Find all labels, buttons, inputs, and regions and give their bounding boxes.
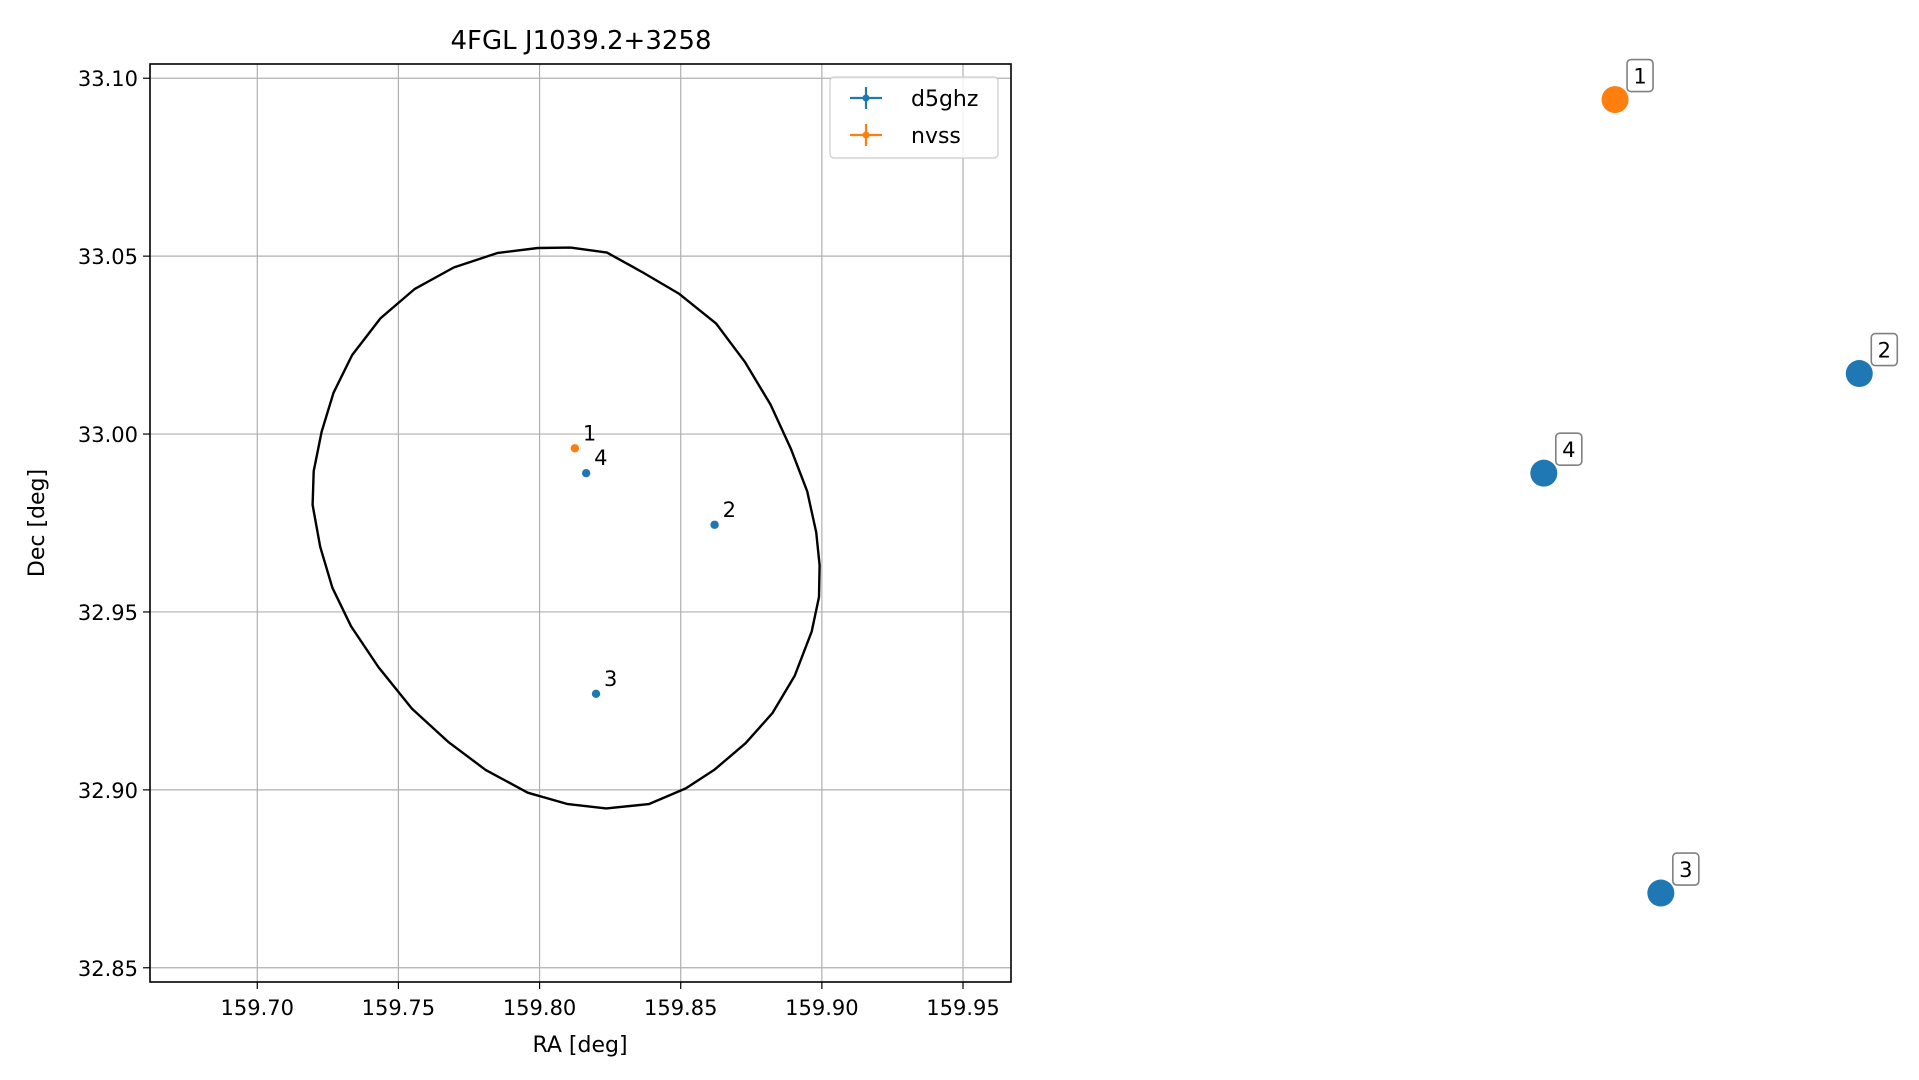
- labeled-point-d5ghz: [1647, 879, 1675, 907]
- x-tick-label: 159.80: [503, 996, 576, 1020]
- data-points: 2 3 41: [570, 421, 736, 698]
- y-tick-label: 32.90: [78, 779, 138, 803]
- point-label: 3: [1679, 858, 1692, 882]
- data-point-d5ghz: [591, 689, 601, 698]
- legend-label-d5ghz: d5ghz: [911, 87, 978, 112]
- chart-title: 4FGL J1039.2+3258: [451, 26, 712, 56]
- x-tick-label: 159.75: [362, 996, 435, 1020]
- plot-frame: [149, 63, 1012, 983]
- labeled-point-d5ghz: [1530, 459, 1558, 487]
- right-plot: 2 3 4 1: [1530, 58, 1899, 907]
- y-tick-label: 32.95: [78, 601, 138, 625]
- data-point-label: 3: [604, 667, 617, 691]
- legend: d5ghz nvss: [829, 76, 999, 159]
- y-axis-ticks: 32.85 32.90 32.95 33.00 33.05 33.10: [78, 67, 150, 981]
- x-tick-label: 159.95: [926, 996, 999, 1020]
- left-plot: 4FGL J1039.2+3258 2 3 41 159.70 159.75 159.8…: [25, 26, 1012, 1058]
- point-label: 4: [1562, 438, 1575, 462]
- data-point-label: 2: [723, 498, 736, 522]
- y-tick-label: 33.00: [78, 423, 138, 447]
- labeled-points: 2 3 4 1: [1530, 58, 1899, 907]
- data-point-d5ghz: [581, 468, 591, 478]
- data-point-d5ghz: [710, 520, 719, 529]
- point-label-box: [1555, 432, 1583, 466]
- grid-lines: [150, 64, 1011, 982]
- y-tick-label: 33.10: [78, 67, 138, 91]
- point-label-box: [1870, 332, 1899, 367]
- legend-marker-nvss: [862, 131, 870, 139]
- point-label-box: [1672, 852, 1700, 886]
- error-ellipse-outline: [311, 246, 821, 810]
- error-ellipse: [311, 246, 821, 810]
- data-point-label: 1: [583, 421, 596, 445]
- data-point-nvss: [570, 444, 580, 453]
- x-tick-label: 159.70: [221, 996, 294, 1020]
- point-label-box: [1626, 58, 1654, 93]
- legend-label-nvss: nvss: [911, 124, 961, 149]
- y-tick-label: 32.85: [78, 957, 138, 981]
- y-axis-label: Dec [deg]: [25, 469, 50, 577]
- labeled-point-nvss: [1601, 86, 1629, 114]
- data-point-label: 4: [594, 446, 607, 470]
- legend-item-nvss: nvss: [850, 124, 961, 149]
- legend-marker-d5ghz: [862, 94, 870, 102]
- labeled-point-d5ghz: [1845, 360, 1873, 388]
- x-tick-label: 159.90: [785, 996, 858, 1020]
- legend-item-d5ghz: d5ghz: [850, 87, 978, 112]
- x-axis-label: RA [deg]: [532, 1033, 627, 1058]
- point-label: 1: [1633, 65, 1646, 89]
- y-tick-label: 33.05: [78, 245, 138, 269]
- x-axis-ticks: 159.70 159.75 159.80 159.85 159.90 159.95: [221, 982, 1000, 1020]
- x-tick-label: 159.85: [644, 996, 717, 1020]
- point-label: 2: [1878, 339, 1891, 363]
